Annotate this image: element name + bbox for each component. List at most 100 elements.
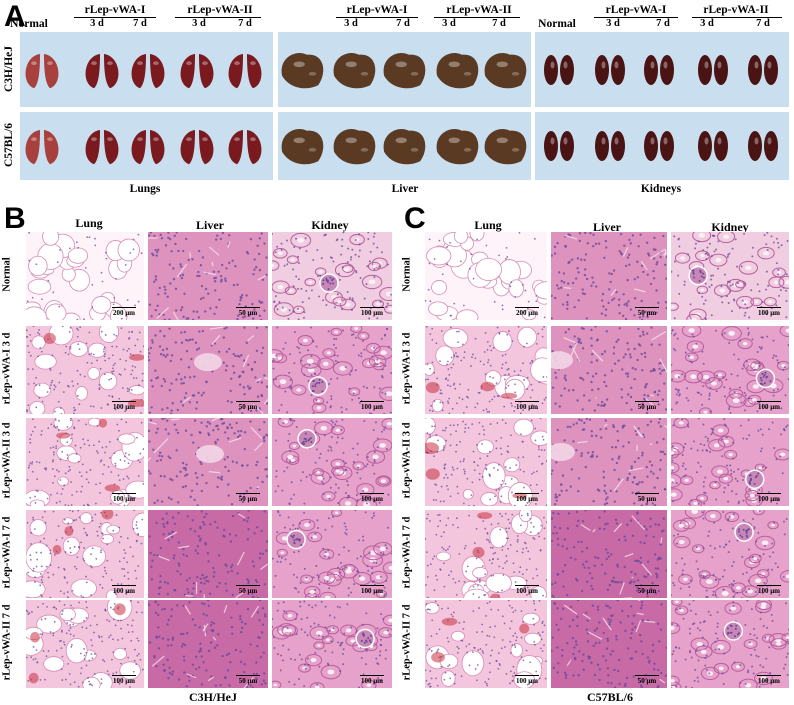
scale-label: 100 μm xyxy=(507,587,547,595)
scale-label: 100 μm xyxy=(352,495,392,503)
histology-tile-liver: 50 μm xyxy=(551,232,667,320)
scale-bar xyxy=(757,585,781,586)
histology-tile-liver: 50 μm xyxy=(551,510,667,598)
liver-photo xyxy=(334,129,376,164)
scale-label: 200 μm xyxy=(104,309,144,317)
scale-label: 100 μm xyxy=(507,403,547,411)
histology-tile-kidney: 100 μm xyxy=(272,510,392,598)
lung-photo xyxy=(86,54,119,88)
histology-row-label: rLep-vWA-II 3 d xyxy=(402,416,413,506)
liver-photo xyxy=(485,129,527,164)
col-header-lung-b: Lung xyxy=(49,216,129,231)
scale-bar xyxy=(360,401,384,402)
lung-photo xyxy=(132,130,165,164)
scale-label: 100 μm xyxy=(104,677,144,685)
scale-label: 50 μm xyxy=(627,587,667,595)
scale-bar xyxy=(635,585,659,586)
lung-photo xyxy=(132,54,165,88)
histology-row-label: Normal xyxy=(402,230,413,320)
scale-bar xyxy=(757,675,781,676)
scale-bar xyxy=(236,585,260,586)
scale-bar xyxy=(635,675,659,676)
liver-photo xyxy=(334,53,376,88)
col-header-lung-c: Lung xyxy=(448,218,528,233)
kidney-photo xyxy=(748,55,778,85)
scale-label: 100 μm xyxy=(104,403,144,411)
kidney-photo xyxy=(698,131,728,161)
scale-label: 200 μm xyxy=(507,309,547,317)
scale-bar xyxy=(112,401,136,402)
histology-tile-lung: 100 μm xyxy=(26,418,144,506)
histology-tile-kidney: 100 μm xyxy=(272,326,392,414)
histology-tile-liver: 50 μm xyxy=(148,418,268,506)
histology-tile-liver: 50 μm xyxy=(148,326,268,414)
scale-bar xyxy=(112,675,136,676)
kidney-photo xyxy=(544,131,574,161)
organ-photos xyxy=(0,0,794,200)
col-header-kidney-b: Kidney xyxy=(290,218,370,233)
lung-photo xyxy=(86,130,119,164)
scale-label: 100 μm xyxy=(352,587,392,595)
scale-label: 50 μm xyxy=(627,403,667,411)
scale-label: 50 μm xyxy=(627,309,667,317)
histology-tile-kidney: 100 μm xyxy=(272,418,392,506)
scale-label: 100 μm xyxy=(507,677,547,685)
kidney-photo xyxy=(748,131,778,161)
histology-row-label: rLep-vWA-I 7 d xyxy=(2,508,13,598)
scale-label: 100 μm xyxy=(352,403,392,411)
scale-label: 100 μm xyxy=(104,587,144,595)
histology-tile-kidney: 100 μm xyxy=(272,232,392,320)
histology-row-label: rLep-vWA-I 7 d xyxy=(402,508,413,598)
strain-caption-c: C57BL/6 xyxy=(565,690,655,705)
kidney-photo xyxy=(698,55,728,85)
scale-bar xyxy=(360,493,384,494)
histology-row-label: rLep-vWA-II 3 d xyxy=(2,416,13,506)
scale-label: 100 μm xyxy=(352,677,392,685)
scale-label: 100 μm xyxy=(749,309,789,317)
lung-photo xyxy=(26,130,59,164)
histology-row-label: rLep-vWA-I 3 d xyxy=(2,324,13,414)
scale-bar xyxy=(757,307,781,308)
scale-bar xyxy=(757,493,781,494)
histology-tile-liver: 50 μm xyxy=(551,326,667,414)
histology-tile-lung: 200 μm xyxy=(26,232,144,320)
lung-photo xyxy=(181,54,214,88)
lung-photo xyxy=(229,130,262,164)
scale-bar xyxy=(236,493,260,494)
liver-photo xyxy=(485,53,527,88)
scale-bar xyxy=(515,675,539,676)
col-header-liver-b: Liver xyxy=(170,218,250,233)
lung-photo xyxy=(181,130,214,164)
scale-label: 100 μm xyxy=(749,403,789,411)
histology-tile-liver: 50 μm xyxy=(148,510,268,598)
scale-label: 100 μm xyxy=(507,495,547,503)
histology-tile-kidney: 100 μm xyxy=(671,418,789,506)
liver-photo xyxy=(384,53,426,88)
histology-row-label: rLep-vWA-II 7 d xyxy=(402,598,413,688)
histology-row-label: Normal xyxy=(2,230,13,320)
histology-tile-lung: 100 μm xyxy=(26,326,144,414)
scale-label: 50 μm xyxy=(228,403,268,411)
liver-photo xyxy=(437,53,479,88)
scale-label: 100 μm xyxy=(749,495,789,503)
scale-bar xyxy=(515,401,539,402)
scale-bar xyxy=(360,585,384,586)
footer-liver: Liver xyxy=(375,183,435,195)
kidney-photo xyxy=(595,55,625,85)
scale-bar xyxy=(112,493,136,494)
histology-tile-kidney: 100 μm xyxy=(671,600,789,688)
histology-tile-kidney: 100 μm xyxy=(671,326,789,414)
histology-tile-lung: 100 μm xyxy=(425,600,547,688)
histology-tile-lung: 100 μm xyxy=(425,418,547,506)
histology-tile-liver: 50 μm xyxy=(551,418,667,506)
scale-label: 100 μm xyxy=(104,495,144,503)
kidney-photo xyxy=(544,55,574,85)
liver-photo xyxy=(384,129,426,164)
liver-photo xyxy=(282,129,324,164)
scale-bar xyxy=(515,585,539,586)
histology-tile-lung: 100 μm xyxy=(26,600,144,688)
scale-label: 50 μm xyxy=(627,495,667,503)
scale-label: 50 μm xyxy=(228,309,268,317)
histology-tile-lung: 100 μm xyxy=(26,510,144,598)
scale-bar xyxy=(515,307,539,308)
